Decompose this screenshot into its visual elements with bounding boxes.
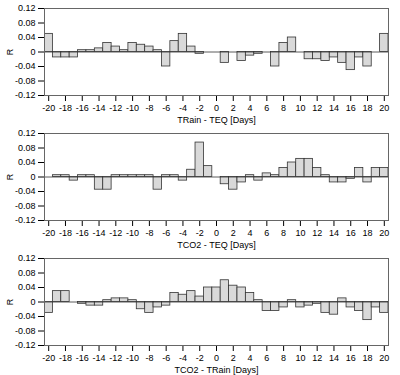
svg-text:6: 6 [264,228,269,238]
svg-text:0: 0 [30,172,35,182]
svg-text:-4: -4 [179,228,187,238]
svg-text:8: 8 [281,103,286,113]
svg-text:20: 20 [379,228,389,238]
svg-text:-14: -14 [93,353,106,363]
svg-text:18: 18 [363,353,373,363]
svg-text:0.12: 0.12 [18,3,36,13]
svg-text:0: 0 [30,297,35,307]
svg-text:-0.12: -0.12 [15,340,36,350]
svg-text:-8: -8 [145,103,153,113]
svg-text:4: 4 [248,103,253,113]
svg-text:-2: -2 [196,353,204,363]
svg-text:-10: -10 [126,228,139,238]
svg-text:0.08: 0.08 [18,18,36,28]
svg-text:10: 10 [295,353,305,363]
svg-text:4: 4 [248,353,253,363]
svg-text:0: 0 [214,103,219,113]
svg-text:8: 8 [281,228,286,238]
svg-text:-12: -12 [109,103,122,113]
svg-text:10: 10 [295,103,305,113]
svg-text:TRain - TEQ [Days]: TRain - TEQ [Days] [177,115,255,125]
svg-text:-0.12: -0.12 [15,90,36,100]
svg-text:-4: -4 [179,353,187,363]
svg-text:0: 0 [214,353,219,363]
svg-text:0.12: 0.12 [18,128,36,138]
svg-text:16: 16 [346,103,356,113]
svg-text:16: 16 [346,353,356,363]
svg-text:8: 8 [281,353,286,363]
svg-text:0.12: 0.12 [18,253,36,263]
svg-text:-0.04: -0.04 [15,186,36,196]
svg-text:14: 14 [329,103,339,113]
svg-text:18: 18 [363,228,373,238]
svg-text:-18: -18 [59,228,72,238]
svg-text:0.04: 0.04 [18,32,36,42]
svg-text:12: 12 [312,228,322,238]
svg-text:0: 0 [30,47,35,57]
svg-text:-10: -10 [126,353,139,363]
svg-text:2: 2 [231,353,236,363]
svg-text:-20: -20 [42,103,55,113]
svg-text:-0.08: -0.08 [15,201,36,211]
svg-text:-14: -14 [93,103,106,113]
svg-text:0.04: 0.04 [18,157,36,167]
svg-text:2: 2 [231,103,236,113]
svg-text:0.04: 0.04 [18,282,36,292]
svg-text:-6: -6 [162,353,170,363]
svg-text:TCO2 - TRain [Days]: TCO2 - TRain [Days] [175,365,259,375]
svg-text:-8: -8 [145,228,153,238]
svg-text:12: 12 [312,353,322,363]
svg-text:-16: -16 [76,353,89,363]
svg-text:R: R [5,298,15,305]
svg-text:-2: -2 [196,103,204,113]
svg-text:0.08: 0.08 [18,268,36,278]
svg-text:-16: -16 [76,103,89,113]
svg-text:20: 20 [379,353,389,363]
svg-text:-0.12: -0.12 [15,215,36,225]
svg-text:-0.04: -0.04 [15,61,36,71]
svg-text:-6: -6 [162,103,170,113]
svg-text:-0.08: -0.08 [15,76,36,86]
svg-text:-0.08: -0.08 [15,326,36,336]
svg-text:-18: -18 [59,103,72,113]
svg-text:-20: -20 [42,353,55,363]
svg-text:14: 14 [329,353,339,363]
svg-text:-6: -6 [162,228,170,238]
svg-text:-20: -20 [42,228,55,238]
svg-text:14: 14 [329,228,339,238]
svg-text:4: 4 [248,228,253,238]
svg-text:-10: -10 [126,103,139,113]
svg-text:-12: -12 [109,228,122,238]
svg-text:20: 20 [379,103,389,113]
svg-text:2: 2 [231,228,236,238]
svg-text:-2: -2 [196,228,204,238]
svg-text:6: 6 [264,353,269,363]
svg-text:R: R [5,173,15,180]
svg-text:10: 10 [295,228,305,238]
svg-text:6: 6 [264,103,269,113]
svg-text:-12: -12 [109,353,122,363]
svg-text:R: R [5,48,15,55]
svg-text:-18: -18 [59,353,72,363]
svg-text:-16: -16 [76,228,89,238]
svg-text:-4: -4 [179,103,187,113]
svg-text:-0.04: -0.04 [15,311,36,321]
svg-text:18: 18 [363,103,373,113]
svg-text:16: 16 [346,228,356,238]
svg-text:-14: -14 [93,228,106,238]
svg-text:0: 0 [214,228,219,238]
svg-text:TCO2 - TEQ [Days]: TCO2 - TEQ [Days] [177,240,255,250]
svg-text:-8: -8 [145,353,153,363]
svg-text:0.08: 0.08 [18,143,36,153]
svg-text:12: 12 [312,103,322,113]
